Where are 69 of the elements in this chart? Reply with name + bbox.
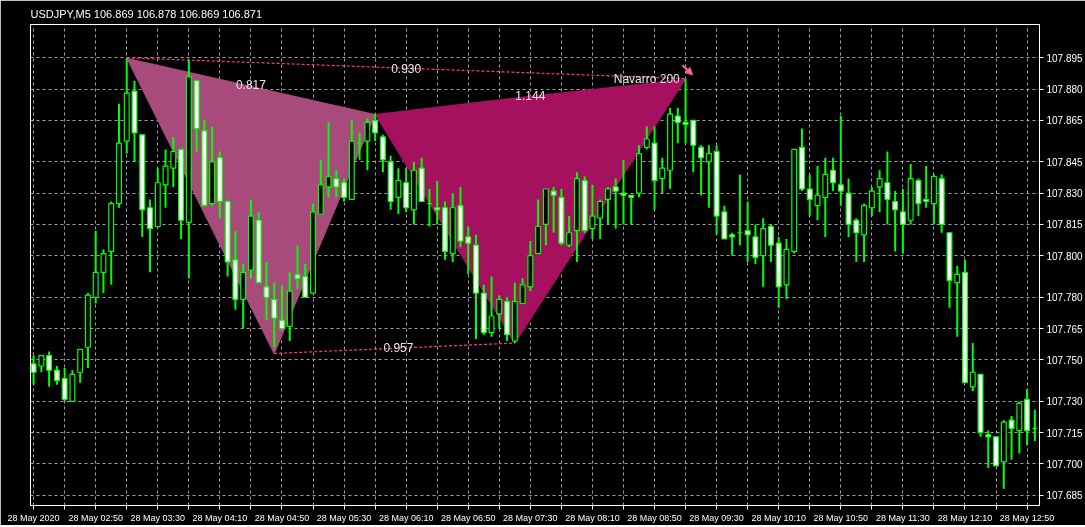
y-tick-label: 107.880 [1046,84,1084,96]
candlestick [53,364,60,386]
x-tick-label: 28 May 11:30 [875,512,930,523]
y-tick-label: 107.715 [1046,427,1084,439]
x-tick-label: 28 May 10:50 [813,512,869,523]
candlestick [892,190,899,253]
x-tick-label: 28 May 04:50 [254,512,310,523]
candlestick [830,156,837,193]
candlestick [434,179,441,226]
candlestick [364,117,371,172]
y-tick-label: 107.765 [1046,323,1084,335]
y-tick-label: 107.730 [1046,396,1084,408]
candlestick [604,185,611,226]
candlestick [496,294,503,330]
candlestick [566,215,573,249]
candlestick [698,144,705,197]
annotation: 0.930 [391,61,422,76]
candlestick [278,283,285,332]
candlestick [341,177,348,203]
x-tick-label: 28 May 06:50 [440,512,496,523]
candlestick [46,350,53,388]
candlestick [620,158,627,226]
x-tick-label: 28 May 12:50 [999,512,1055,523]
x-tick-label: 28 May 12:10 [937,512,993,523]
annotation: Navarro 200 [613,71,681,86]
y-tick-label: 107.685 [1046,490,1084,502]
x-tick-label: 28 May 08:50 [627,512,682,523]
x-tick-label: 28 May 08:10 [565,512,620,523]
y-tick-label: 107.815 [1046,219,1084,231]
y-tick-label: 107.780 [1046,292,1084,304]
candlestick [379,133,386,174]
candlestick [628,194,635,226]
candlestick [868,185,875,218]
candlestick [674,106,681,145]
candlestick [612,177,619,230]
x-tick-label: 28 May 2020 [7,512,60,523]
y-tick-label: 107.865 [1046,115,1084,127]
candlestick [705,144,712,209]
candlestick [263,260,270,322]
candlestick [271,281,278,349]
x-tick-label: 28 May 05:30 [316,512,372,523]
x-tick-label: 28 May 02:50 [68,512,123,523]
candlestick [597,198,604,240]
y-tick-label: 107.800 [1046,250,1084,262]
candlestick [729,231,736,257]
y-tick-label: 107.845 [1046,156,1084,168]
candlestick [550,185,557,234]
candlestick [744,200,751,263]
candlestick [899,188,906,255]
y-tick-label: 107.830 [1046,188,1084,200]
x-tick-label: 28 May 03:30 [130,512,186,523]
x-tick-label: 28 May 04:10 [192,512,248,523]
candlestick [767,223,774,263]
x-tick-label: 28 May 09:30 [689,512,744,523]
x-tick-label: 28 May 07:30 [503,512,558,523]
candlestick [923,165,930,209]
x-tick-label: 28 May 06:10 [378,512,434,523]
candlestick [372,113,379,143]
chart-title: USDJPY,M5 106.869 106.878 106.869 106.871 [30,7,263,20]
candlestick [752,223,759,265]
y-tick-label: 107.895 [1046,52,1084,64]
candlestick [100,248,107,295]
x-tick-label: 28 May 10:10 [751,512,806,523]
y-tick-label: 107.750 [1046,354,1084,366]
candlestick [837,115,844,207]
candlestick [985,429,992,470]
candlestick [77,348,84,384]
candlestick [147,198,154,274]
y-tick-label: 107.700 [1046,458,1084,470]
